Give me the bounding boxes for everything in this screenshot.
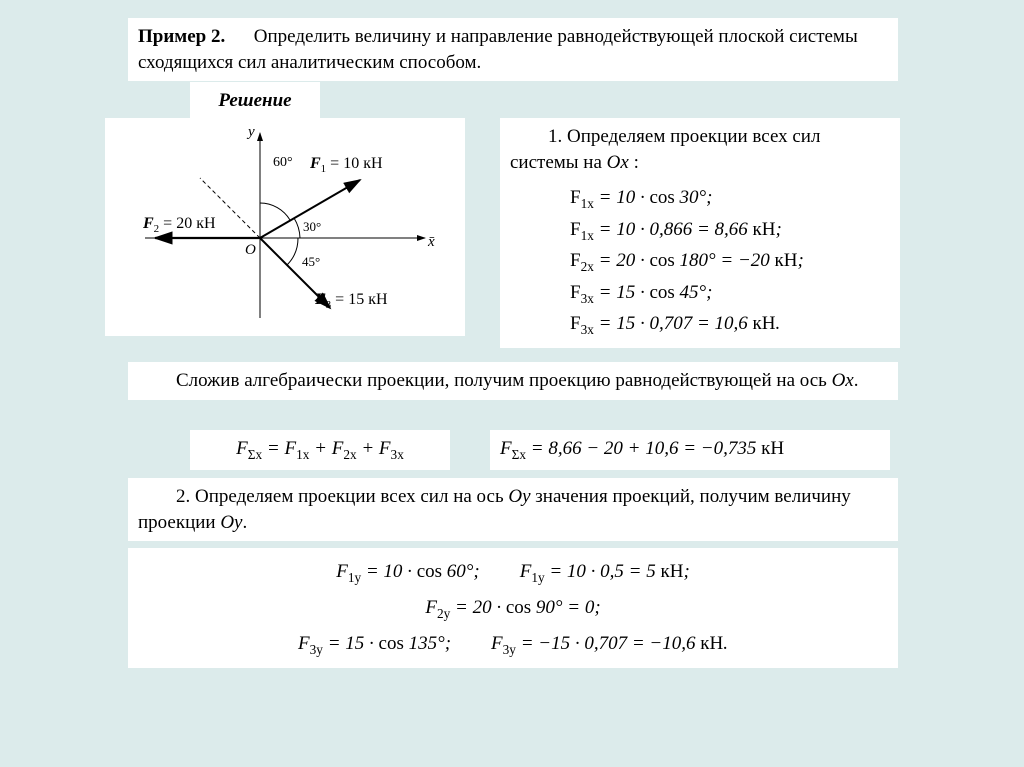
sumeq-left-panel: FΣx = F1x + F2x + F3x [190,430,450,470]
eq-f3x-b: F3x = 15 · 0,707 = 10,6 кH. [570,309,890,340]
step2-eq-panel: F1y = 10 · cos 60°; F1y = 10 · 0,5 = 5 к… [128,548,898,668]
eq-f1y-a: F1y = 10 · cos 60°; [336,554,480,590]
step1-panel: 1. Определяем проекции всех сил системы … [500,118,900,348]
sumeq-right-panel: FΣx = 8,66 − 20 + 10,6 = −0,735 кH [490,430,890,470]
sumeq-left: FΣx = F1x + F2x + F3x [200,436,440,464]
svg-text:F1 = 10 кH: F1 = 10 кH [309,155,383,175]
eq-f3y-row: F3y = 15 · cos 135°; F3y = −15 · 0,707 =… [138,626,888,662]
problem-statement: Пример 2. Определить величину и направле… [138,24,888,75]
eq-f3y-b: F3y = −15 · 0,707 = −10,6 кH. [491,626,728,662]
eq-f3y-a: F3y = 15 · cos 135°; [298,626,451,662]
step1-intro: 1. Определяем проекции всех сил системы … [510,124,890,175]
eq-f1x-a: F1x = 10 · cos 30°; [570,183,890,214]
eq-f1y-b: F1y = 10 · 0,5 = 5 кH; [520,554,690,590]
eq-f1x-b: F1x = 10 · 0,866 = 8,66 кH; [570,215,890,246]
svg-text:F3 = 15 кH: F3 = 15 кH [314,291,388,311]
midtext: Сложив алгебраически проекции, получим п… [138,368,888,394]
eq-f1y-row: F1y = 10 · cos 60°; F1y = 10 · 0,5 = 5 к… [138,554,888,590]
diagram-panel: x̄ y O 60° 30° 45° F1 = 10 кH F2 = 20 кH… [105,118,465,336]
solution-heading-panel: Решение [190,82,320,120]
eq-f2x: F2x = 20 · cos 180° = −20 кH; [570,246,890,277]
svg-text:x̄: x̄ [427,234,435,250]
eq-f2y: F2y = 20 · cos 90° = 0; [138,590,888,626]
step2-intro-panel: 2. Определяем проекции всех сил на ось O… [128,478,898,541]
problem-text: Определить величину и направление равнод… [138,26,858,73]
svg-text:45°: 45° [302,254,320,269]
eq-f3x-a: F3x = 15 · cos 45°; [570,278,890,309]
solution-heading: Решение [218,90,291,111]
force-diagram: x̄ y O 60° 30° 45° F1 = 10 кH F2 = 20 кH… [105,118,465,336]
svg-text:y: y [246,124,255,140]
midtext-panel: Сложив алгебраически проекции, получим п… [128,362,898,400]
header-panel: Пример 2. Определить величину и направле… [128,18,898,81]
svg-text:30°: 30° [303,219,321,234]
svg-text:O: O [245,242,256,258]
svg-text:60°: 60° [273,155,293,170]
sumeq-right: FΣx = 8,66 − 20 + 10,6 = −0,735 кH [500,436,880,464]
svg-text:F2 = 20 кH: F2 = 20 кH [142,215,216,235]
example-label: Пример 2. [138,26,225,47]
step2-intro: 2. Определяем проекции всех сил на ось O… [138,484,888,535]
